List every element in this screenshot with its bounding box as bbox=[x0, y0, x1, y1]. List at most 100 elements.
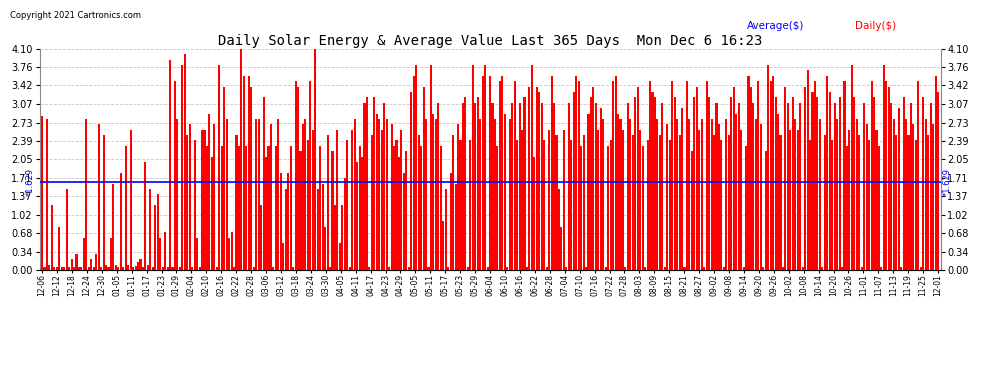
Bar bbox=[560, 227, 562, 270]
Bar bbox=[307, 141, 309, 270]
Bar bbox=[802, 267, 804, 270]
Bar bbox=[649, 81, 651, 270]
Bar bbox=[41, 116, 44, 270]
Bar bbox=[817, 98, 819, 270]
Bar bbox=[759, 124, 762, 270]
Bar bbox=[75, 254, 77, 270]
Bar bbox=[809, 141, 811, 270]
Bar bbox=[860, 267, 862, 270]
Bar bbox=[903, 98, 905, 270]
Bar bbox=[925, 119, 927, 270]
Bar bbox=[376, 114, 378, 270]
Bar bbox=[918, 81, 920, 270]
Bar bbox=[558, 189, 560, 270]
Bar bbox=[68, 267, 70, 270]
Bar bbox=[322, 184, 324, 270]
Bar bbox=[73, 267, 75, 270]
Bar bbox=[797, 130, 799, 270]
Bar bbox=[590, 98, 592, 270]
Bar bbox=[420, 146, 422, 270]
Bar bbox=[49, 265, 50, 270]
Bar bbox=[223, 87, 226, 270]
Bar bbox=[280, 173, 282, 270]
Bar bbox=[617, 114, 619, 270]
Bar bbox=[779, 135, 781, 270]
Bar bbox=[452, 135, 454, 270]
Bar bbox=[713, 135, 715, 270]
Bar bbox=[285, 189, 287, 270]
Bar bbox=[659, 135, 661, 270]
Bar bbox=[70, 259, 72, 270]
Bar bbox=[637, 87, 639, 270]
Bar bbox=[474, 103, 476, 270]
Bar bbox=[78, 267, 80, 270]
Bar bbox=[103, 135, 105, 270]
Bar bbox=[113, 184, 115, 270]
Bar bbox=[282, 243, 284, 270]
Bar bbox=[752, 103, 754, 270]
Bar bbox=[295, 81, 297, 270]
Bar bbox=[405, 151, 408, 270]
Bar bbox=[122, 267, 125, 270]
Bar bbox=[563, 130, 565, 270]
Bar bbox=[698, 130, 700, 270]
Bar bbox=[255, 119, 257, 270]
Bar bbox=[837, 119, 839, 270]
Bar bbox=[93, 267, 95, 270]
Bar bbox=[863, 103, 865, 270]
Text: Copyright 2021 Cartronics.com: Copyright 2021 Cartronics.com bbox=[10, 11, 141, 20]
Bar bbox=[346, 141, 348, 270]
Bar bbox=[398, 157, 400, 270]
Bar bbox=[814, 81, 816, 270]
Bar bbox=[63, 267, 65, 270]
Bar bbox=[834, 103, 836, 270]
Bar bbox=[521, 130, 523, 270]
Bar bbox=[777, 114, 779, 270]
Bar bbox=[681, 108, 683, 270]
Bar bbox=[428, 267, 430, 270]
Bar bbox=[913, 124, 915, 270]
Bar bbox=[132, 267, 135, 270]
Bar bbox=[627, 103, 629, 270]
Bar bbox=[829, 92, 831, 270]
Bar bbox=[176, 119, 178, 270]
Bar bbox=[454, 184, 456, 270]
Bar bbox=[201, 130, 203, 270]
Bar bbox=[489, 76, 491, 270]
Bar bbox=[125, 146, 127, 270]
Bar bbox=[873, 98, 875, 270]
Bar bbox=[572, 92, 575, 270]
Bar bbox=[189, 124, 191, 270]
Bar bbox=[309, 81, 312, 270]
Bar bbox=[166, 267, 168, 270]
Bar bbox=[610, 141, 612, 270]
Bar bbox=[774, 98, 776, 270]
Bar bbox=[363, 103, 365, 270]
Bar bbox=[708, 98, 710, 270]
Bar bbox=[140, 259, 142, 270]
Bar bbox=[587, 114, 590, 270]
Bar bbox=[531, 65, 533, 270]
Bar bbox=[595, 103, 597, 270]
Bar bbox=[342, 205, 344, 270]
Bar bbox=[671, 81, 673, 270]
Bar bbox=[630, 119, 632, 270]
Bar bbox=[83, 238, 85, 270]
Bar bbox=[553, 103, 555, 270]
Bar bbox=[898, 108, 900, 270]
Bar bbox=[267, 146, 269, 270]
Bar bbox=[433, 114, 435, 270]
Bar bbox=[100, 267, 102, 270]
Bar bbox=[915, 141, 917, 270]
Bar bbox=[381, 130, 383, 270]
Bar bbox=[548, 130, 550, 270]
Bar bbox=[845, 146, 848, 270]
Bar bbox=[46, 119, 49, 270]
Bar bbox=[262, 98, 264, 270]
Bar bbox=[110, 238, 112, 270]
Bar bbox=[430, 65, 432, 270]
Bar bbox=[570, 141, 572, 270]
Bar bbox=[438, 103, 440, 270]
Bar bbox=[50, 205, 52, 270]
Bar bbox=[98, 124, 100, 270]
